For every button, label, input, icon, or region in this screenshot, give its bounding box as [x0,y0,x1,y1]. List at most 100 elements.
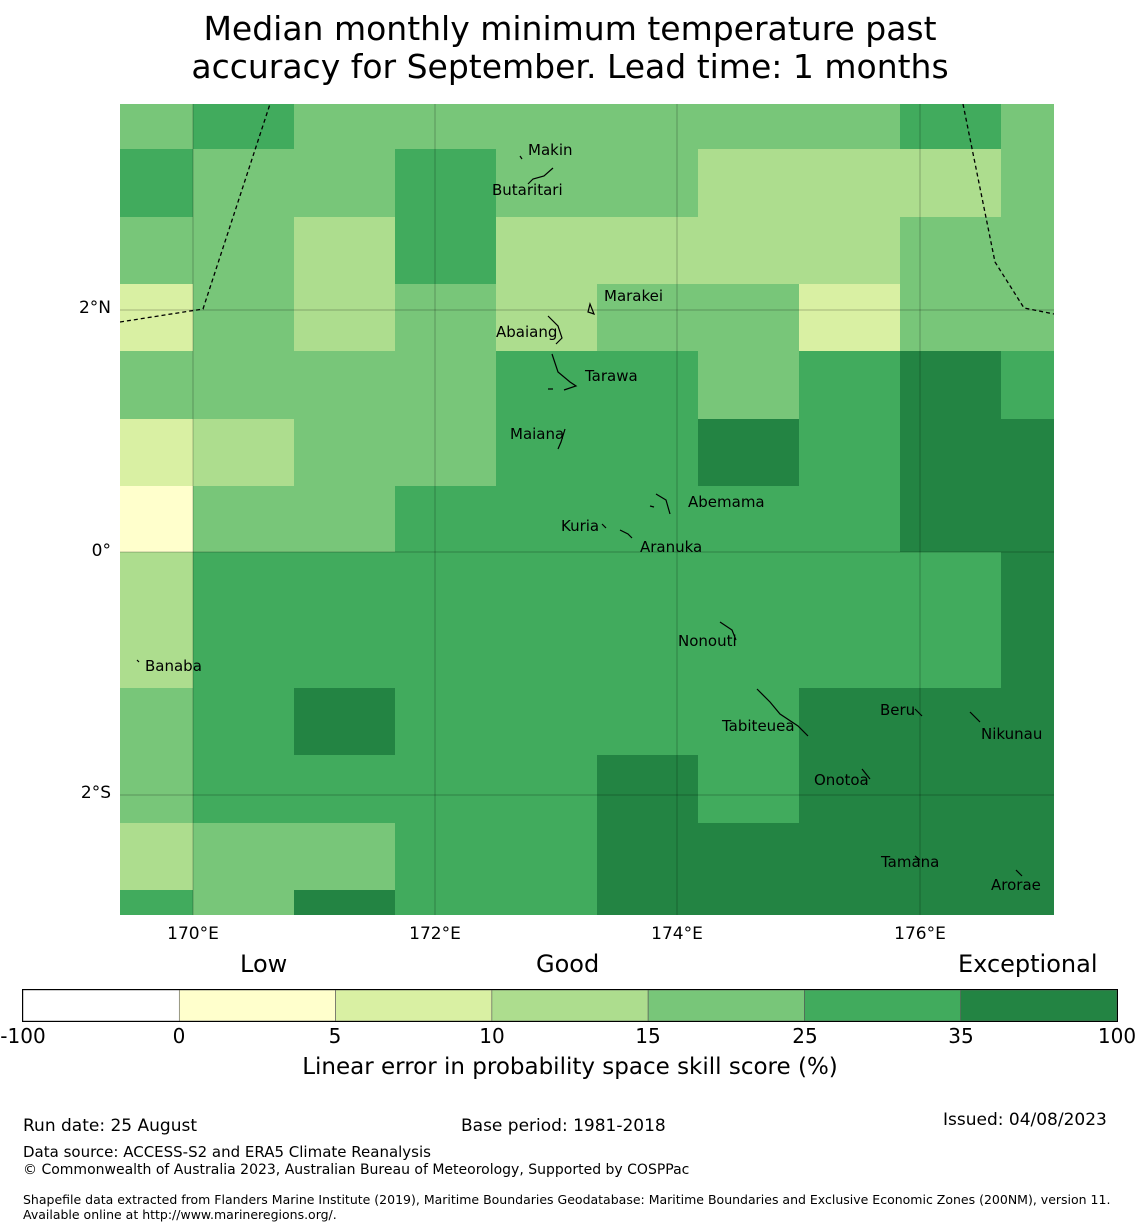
colorbar-label-10: 10 [479,1024,505,1048]
skill-cell [294,552,395,620]
skill-cell [597,620,698,688]
skill-cell [597,823,698,890]
skill-cell [193,890,294,915]
skill-cell [193,620,294,688]
skill-cell [799,755,900,823]
skill-cell [597,284,698,351]
skill-cell [1001,217,1054,284]
skill-cell [395,755,496,823]
skill-cell [496,419,597,486]
skill-cell [799,104,900,149]
skill-cell [395,217,496,284]
skill-cell [120,755,193,823]
skill-cell [395,620,496,688]
skill-cell [294,104,395,149]
title-line-2: accuracy for September. Lead time: 1 mon… [191,47,949,86]
skill-cell [900,351,1001,419]
colorbar-swatch [178,989,336,1022]
skill-cell [1001,890,1054,915]
skill-cell [120,149,193,217]
skill-cell [799,217,900,284]
skill-cell [900,104,1001,149]
skill-cell [900,149,1001,217]
skill-cell [496,823,597,890]
skill-cell [597,149,698,217]
skill-cell [120,552,193,620]
skill-grid [120,104,1054,915]
colorbar-label-15: 15 [635,1024,661,1048]
skill-cell [395,552,496,620]
lon-tick-174e: 174°E [651,924,703,944]
skill-cell [496,104,597,149]
data-source: Data source: ACCESS-S2 and ERA5 Climate … [23,1143,431,1161]
skill-cell [799,351,900,419]
colorbar-title: Linear error in probability space skill … [302,1054,838,1080]
island-label-abaiang: Abaiang [496,323,558,341]
lon-tick-170e: 170°E [167,924,219,944]
skill-cell [597,688,698,755]
skill-cell [597,104,698,149]
skill-cell [1001,688,1054,755]
skill-cell [698,104,799,149]
eez-boundary [120,104,1054,323]
skill-cell [900,755,1001,823]
colorbar-label-25: 25 [792,1024,818,1048]
skill-cell [597,351,698,419]
title-line-1: Median monthly minimum temperature past [203,9,937,48]
skill-cell [799,890,900,915]
colorbar-label-5: 5 [328,1024,342,1048]
skill-cell [900,552,1001,620]
skill-cell [698,419,799,486]
skill-cell [698,149,799,217]
chart-title: Median monthly minimum temperature past … [0,10,1140,86]
skill-cell [799,284,900,351]
skill-cell [120,688,193,755]
skill-cell [395,351,496,419]
skill-cell [120,419,193,486]
lon-tick-172e: 172°E [409,924,461,944]
skill-cell [193,823,294,890]
category-low: Low [240,950,288,978]
skill-cell [1001,284,1054,351]
skill-cell [1001,620,1054,688]
skill-cell [698,217,799,284]
skill-cell [294,351,395,419]
skill-cell [496,217,597,284]
island-label-beru: Beru [880,701,916,719]
skill-cell [193,552,294,620]
skill-cell [120,104,193,149]
skill-cell [193,419,294,486]
skill-cell [900,284,1001,351]
skill-cell [799,620,900,688]
colorbar-border [22,989,1118,1022]
copyright: © Commonwealth of Australia 2023, Austra… [23,1162,690,1178]
island-label-marakei: Marakei [604,287,664,305]
skill-cell [120,823,193,890]
skill-cell [395,688,496,755]
skill-cell [799,823,900,890]
skill-cell [120,890,193,915]
skill-cell [1001,104,1054,149]
skill-cell [698,620,799,688]
island-label-makin: Makin [528,141,573,159]
category-good: Good [536,950,600,978]
skill-cell [294,149,395,217]
skill-cell [900,620,1001,688]
skill-cell [799,419,900,486]
skill-cell [193,351,294,419]
skill-cell [698,351,799,419]
colorbar-swatch [804,989,962,1022]
skill-cell [1001,486,1054,552]
issued-date: Issued: 04/08/2023 [943,1110,1107,1130]
colorbar-swatch [960,989,1118,1022]
skill-cell [900,688,1001,755]
skill-cell [496,755,597,823]
island-label-tabiteuea: Tabiteuea [722,717,795,735]
skill-cell [193,486,294,552]
skill-cell [597,552,698,620]
island-label-aranuka: Aranuka [640,538,703,556]
base-period: Base period: 1981-2018 [461,1116,666,1136]
skill-cell [799,688,900,755]
skill-cell [698,486,799,552]
skill-cell [496,486,597,552]
